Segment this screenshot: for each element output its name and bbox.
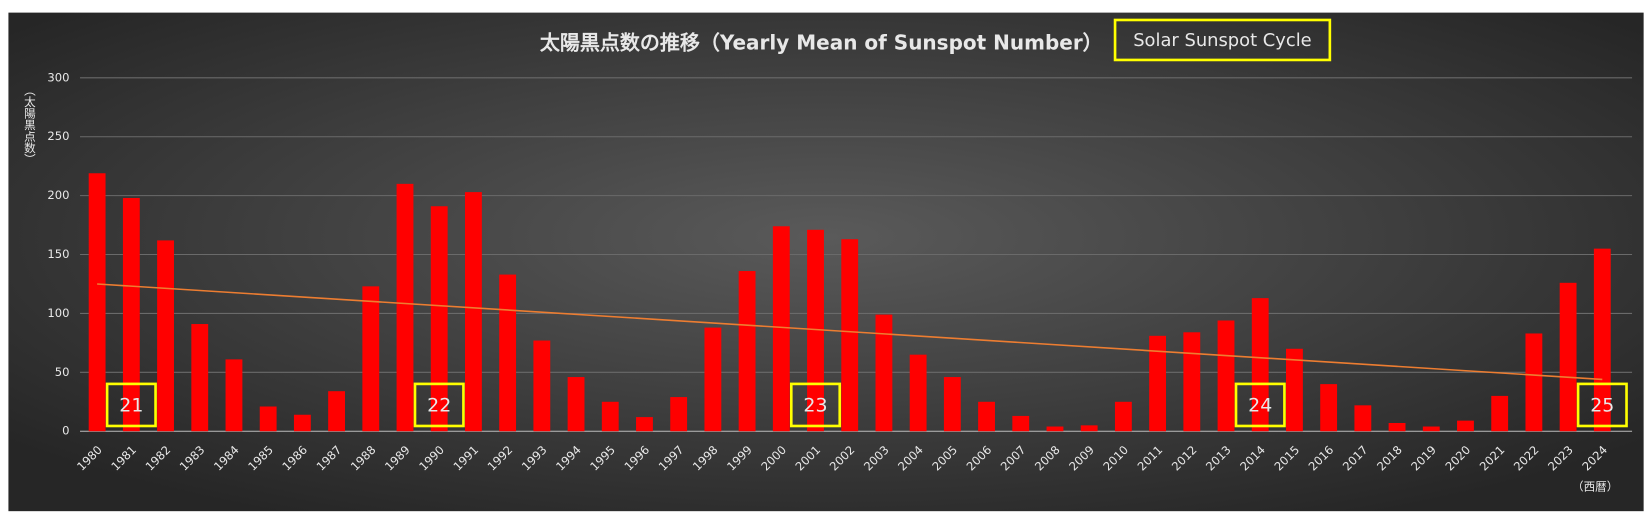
bar bbox=[1080, 425, 1098, 432]
bar bbox=[191, 324, 209, 432]
y-tick-label: 0 bbox=[62, 424, 69, 438]
bar bbox=[396, 183, 414, 432]
y-tick-label: 300 bbox=[47, 70, 69, 84]
y-tick-label: 150 bbox=[47, 247, 69, 261]
bar bbox=[943, 377, 961, 432]
bar bbox=[567, 377, 585, 432]
bar bbox=[738, 271, 756, 432]
cycle-box bbox=[1234, 382, 1286, 428]
bar bbox=[601, 401, 619, 432]
chart-title: 太陽黒点数の推移（Yearly Mean of Sunspot Number） bbox=[540, 31, 1103, 55]
cycle-box bbox=[789, 382, 842, 428]
trend-line bbox=[97, 283, 1603, 381]
bar bbox=[636, 417, 653, 432]
bar bbox=[533, 340, 551, 432]
x-axis-label: （西暦） bbox=[1572, 479, 1618, 493]
bar bbox=[1320, 384, 1338, 432]
bar bbox=[1457, 420, 1474, 432]
cycle-label: 21 bbox=[119, 394, 143, 416]
bar bbox=[807, 229, 824, 432]
bar bbox=[362, 286, 380, 432]
bar bbox=[704, 327, 722, 432]
bar bbox=[259, 406, 277, 432]
cycle-box bbox=[1576, 382, 1628, 428]
bar bbox=[1354, 405, 1372, 432]
bar bbox=[1046, 426, 1064, 432]
bar bbox=[464, 192, 482, 432]
bar bbox=[670, 397, 688, 432]
bar bbox=[1286, 348, 1303, 432]
bar bbox=[157, 240, 174, 432]
bar bbox=[1012, 415, 1030, 432]
bar bbox=[88, 173, 106, 432]
badge-box bbox=[1113, 18, 1332, 62]
cycle-label: 23 bbox=[803, 394, 827, 416]
bar bbox=[1388, 422, 1406, 432]
chart-background bbox=[8, 12, 1644, 512]
y-tick-label: 200 bbox=[47, 188, 69, 202]
y-axis-label: （太陽黒点数） bbox=[23, 84, 37, 165]
bar bbox=[1525, 333, 1543, 432]
bar bbox=[499, 274, 517, 432]
y-tick-label: 250 bbox=[47, 129, 69, 143]
bar bbox=[1422, 426, 1440, 432]
bar bbox=[328, 391, 346, 432]
bar bbox=[122, 197, 140, 432]
bar bbox=[1183, 332, 1201, 432]
badge: Solar Sunspot Cycle bbox=[1133, 30, 1311, 51]
cycle-label: 25 bbox=[1590, 394, 1614, 416]
y-tick-label: 50 bbox=[55, 365, 70, 379]
bar bbox=[875, 314, 893, 432]
bar bbox=[430, 206, 448, 432]
bar bbox=[1114, 401, 1132, 432]
bar bbox=[909, 354, 927, 432]
bar bbox=[293, 414, 311, 432]
bar bbox=[225, 359, 243, 432]
bar bbox=[1251, 298, 1269, 432]
bar bbox=[772, 226, 790, 432]
bar bbox=[1149, 335, 1167, 432]
cycle-label: 22 bbox=[427, 394, 451, 416]
y-tick-label: 100 bbox=[47, 306, 69, 320]
cycle-label: 24 bbox=[1248, 394, 1272, 416]
bar bbox=[1217, 320, 1235, 432]
bar bbox=[978, 401, 995, 432]
bar bbox=[841, 239, 859, 432]
bar bbox=[1491, 395, 1509, 432]
cycle-box bbox=[413, 382, 465, 428]
bar bbox=[1593, 248, 1611, 432]
bar bbox=[1559, 282, 1577, 432]
cycle-box bbox=[105, 382, 157, 428]
